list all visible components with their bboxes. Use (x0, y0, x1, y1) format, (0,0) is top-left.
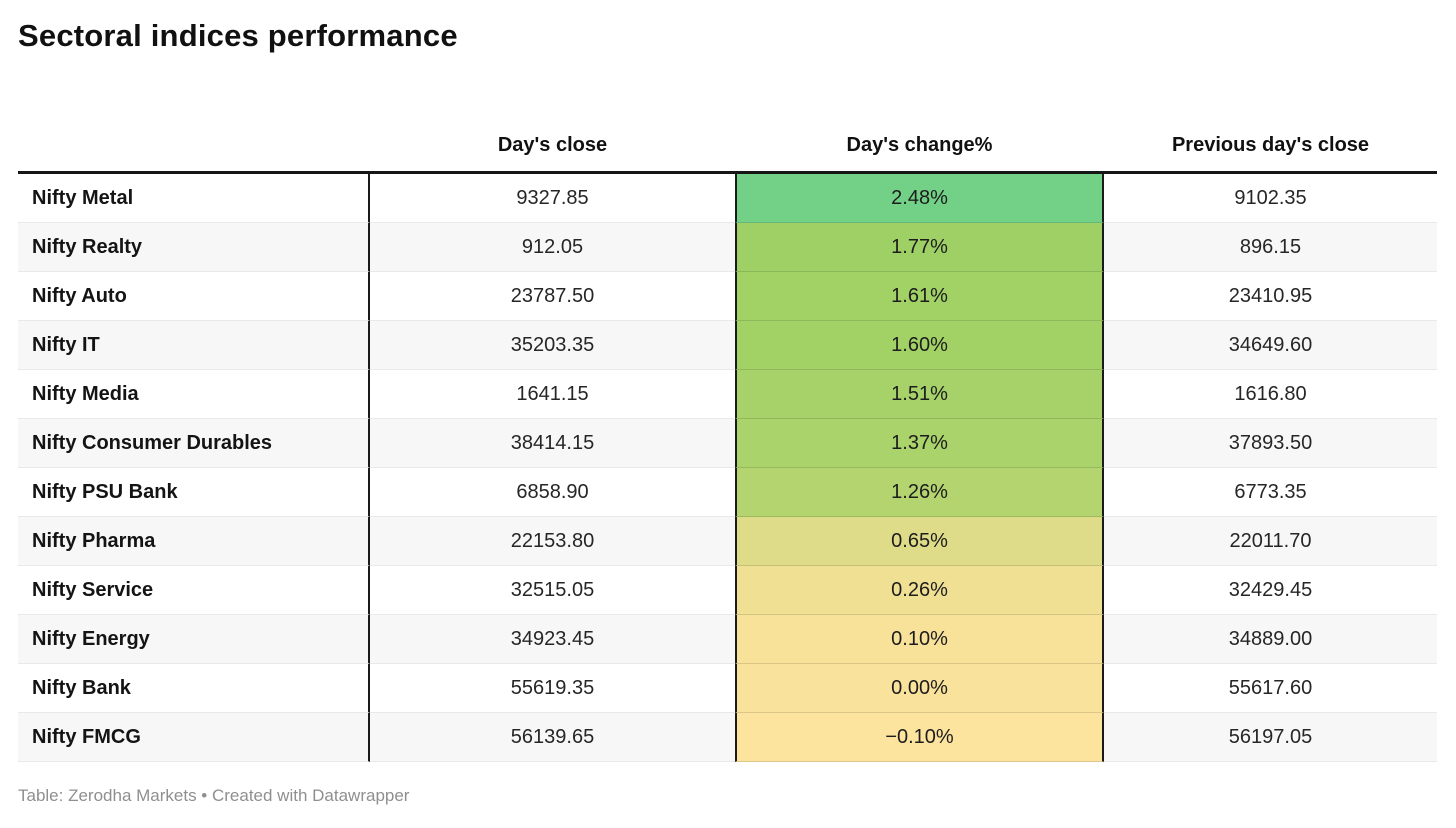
cell-prev-close: 32429.45 (1104, 566, 1437, 615)
cell-prev-close: 1616.80 (1104, 370, 1437, 419)
cell-prev-close: 6773.35 (1104, 468, 1437, 517)
cell-days-close: 23787.50 (370, 272, 735, 321)
row-label: Nifty Consumer Durables (18, 419, 370, 468)
cell-prev-close: 22011.70 (1104, 517, 1437, 566)
cell-days-change: 0.65% (735, 517, 1104, 566)
cell-days-close: 6858.90 (370, 468, 735, 517)
cell-prev-close: 34889.00 (1104, 615, 1437, 664)
table-body: Nifty Metal 9327.85 2.48% 9102.35 Nifty … (18, 174, 1437, 762)
cell-days-close: 32515.05 (370, 566, 735, 615)
cell-prev-close: 34649.60 (1104, 321, 1437, 370)
cell-days-close: 1641.15 (370, 370, 735, 419)
column-header-prev-close: Previous day's close (1104, 100, 1437, 174)
row-label: Nifty PSU Bank (18, 468, 370, 517)
table-row: Nifty Energy 34923.45 0.10% 34889.00 (18, 615, 1437, 664)
table-row: Nifty Media 1641.15 1.51% 1616.80 (18, 370, 1437, 419)
row-label: Nifty Bank (18, 664, 370, 713)
table-row: Nifty Metal 9327.85 2.48% 9102.35 (18, 174, 1437, 223)
cell-days-change: 1.51% (735, 370, 1104, 419)
table-row: Nifty FMCG 56139.65 −0.10% 56197.05 (18, 713, 1437, 762)
table-row: Nifty IT 35203.35 1.60% 34649.60 (18, 321, 1437, 370)
table-row: Nifty Service 32515.05 0.26% 32429.45 (18, 566, 1437, 615)
cell-days-close: 912.05 (370, 223, 735, 272)
column-header-index (18, 100, 370, 174)
cell-days-close: 22153.80 (370, 517, 735, 566)
cell-days-close: 34923.45 (370, 615, 735, 664)
cell-prev-close: 55617.60 (1104, 664, 1437, 713)
cell-days-change: 2.48% (735, 174, 1104, 223)
row-label: Nifty IT (18, 321, 370, 370)
row-label: Nifty Metal (18, 174, 370, 223)
cell-days-close: 9327.85 (370, 174, 735, 223)
page-title: Sectoral indices performance (18, 18, 458, 53)
cell-prev-close: 56197.05 (1104, 713, 1437, 762)
table-row: Nifty Pharma 22153.80 0.65% 22011.70 (18, 517, 1437, 566)
row-label: Nifty Auto (18, 272, 370, 321)
footer-credit: Table: Zerodha Markets • Created with Da… (18, 786, 410, 805)
cell-days-close: 55619.35 (370, 664, 735, 713)
cell-days-change: 0.10% (735, 615, 1104, 664)
cell-days-change: 0.26% (735, 566, 1104, 615)
row-label: Nifty Pharma (18, 517, 370, 566)
cell-prev-close: 37893.50 (1104, 419, 1437, 468)
column-header-days-close: Day's close (370, 100, 735, 174)
cell-days-close: 56139.65 (370, 713, 735, 762)
cell-prev-close: 23410.95 (1104, 272, 1437, 321)
table-row: Nifty Realty 912.05 1.77% 896.15 (18, 223, 1437, 272)
cell-days-change: 1.26% (735, 468, 1104, 517)
row-label: Nifty Service (18, 566, 370, 615)
table-header: Day's close Day's change% Previous day's… (18, 100, 1437, 174)
cell-days-close: 35203.35 (370, 321, 735, 370)
row-label: Nifty FMCG (18, 713, 370, 762)
cell-days-change: 1.60% (735, 321, 1104, 370)
cell-days-change: 1.77% (735, 223, 1104, 272)
row-label: Nifty Media (18, 370, 370, 419)
table-row: Nifty Auto 23787.50 1.61% 23410.95 (18, 272, 1437, 321)
cell-days-change: −0.10% (735, 713, 1104, 762)
cell-days-close: 38414.15 (370, 419, 735, 468)
row-label: Nifty Realty (18, 223, 370, 272)
row-label: Nifty Energy (18, 615, 370, 664)
column-header-days-change: Day's change% (735, 100, 1104, 174)
sector-indices-table: Day's close Day's change% Previous day's… (18, 100, 1437, 762)
cell-prev-close: 896.15 (1104, 223, 1437, 272)
cell-days-change: 0.00% (735, 664, 1104, 713)
cell-prev-close: 9102.35 (1104, 174, 1437, 223)
cell-days-change: 1.61% (735, 272, 1104, 321)
table-row: Nifty Consumer Durables 38414.15 1.37% 3… (18, 419, 1437, 468)
table-row: Nifty Bank 55619.35 0.00% 55617.60 (18, 664, 1437, 713)
table-row: Nifty PSU Bank 6858.90 1.26% 6773.35 (18, 468, 1437, 517)
cell-days-change: 1.37% (735, 419, 1104, 468)
